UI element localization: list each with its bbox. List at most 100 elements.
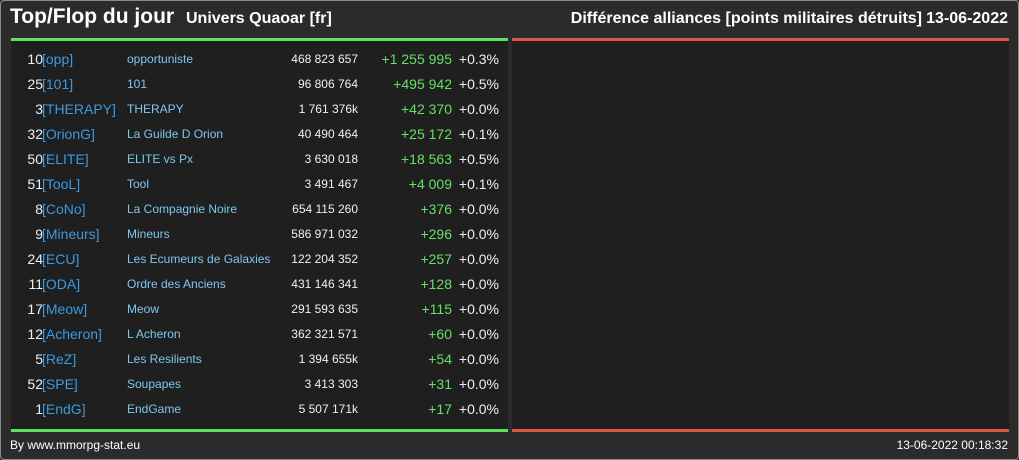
table-row: 32 [OrionG] La Guilde D Orion 40 490 464 +25… bbox=[11, 122, 508, 147]
percent-change: +0.0% bbox=[458, 201, 499, 217]
alliance-tag: [OrionG] bbox=[42, 126, 95, 142]
table-row: 51 [TooL] Tool 3 491 467 +4 009 +0.1% bbox=[11, 172, 508, 197]
percent-change: +0.0% bbox=[458, 251, 499, 267]
alliance-points: 3 491 467 bbox=[304, 177, 358, 191]
top-accent-bar bbox=[11, 38, 508, 41]
alliance-tag: [ELITE] bbox=[42, 151, 89, 167]
alliance-name: Soupapes bbox=[127, 377, 182, 391]
table-row: 24 [ECU] Les Ecumeurs de Galaxies 122 204 3… bbox=[11, 247, 508, 272]
point-difference: +128 bbox=[420, 276, 452, 292]
alliance-points: 1 394 655k bbox=[298, 352, 358, 366]
alliance-tag: [ReZ] bbox=[42, 351, 77, 367]
alliance-points: 3 413 303 bbox=[304, 377, 358, 391]
point-difference: +18 563 bbox=[401, 151, 452, 167]
alliance-points: 654 115 260 bbox=[292, 202, 358, 216]
header-date: 13-06-2022 bbox=[926, 10, 1008, 27]
point-difference: +42 370 bbox=[401, 101, 452, 117]
flop-accent-bar bbox=[512, 38, 1009, 41]
point-difference: +376 bbox=[420, 201, 452, 217]
alliance-points: 5 507 171k bbox=[298, 402, 358, 416]
table-row: 1 [EndG] EndGame 5 507 171k +17 +0.0% bbox=[11, 397, 508, 422]
percent-change: +0.0% bbox=[458, 301, 499, 317]
alliance-tag: [SPE] bbox=[42, 376, 78, 392]
alliance-name: opportuniste bbox=[127, 52, 194, 66]
alliance-rank: 10 bbox=[27, 51, 43, 67]
alliance-points: 3 630 018 bbox=[304, 152, 358, 166]
percent-change: +0.0% bbox=[458, 401, 499, 417]
point-difference: +25 172 bbox=[401, 126, 452, 142]
alliance-rank: 17 bbox=[27, 301, 43, 317]
alliance-rank: 32 bbox=[27, 126, 43, 142]
alliance-tag: [101] bbox=[42, 76, 74, 92]
percent-change: +0.0% bbox=[458, 376, 499, 392]
table-row: 11 [ODA] Ordre des Anciens 431 146 341 +128 +… bbox=[11, 272, 508, 297]
table-row: 8 [CoNo] La Compagnie Noire 654 115 260 +376… bbox=[11, 197, 508, 222]
alliance-name: EndGame bbox=[127, 402, 182, 416]
percent-change: +0.0% bbox=[458, 351, 499, 367]
alliance-name: Ordre des Anciens bbox=[127, 277, 226, 291]
point-difference: +296 bbox=[420, 226, 452, 242]
table-row: 9 [Mineurs] Mineurs 586 971 032 +296 +0.0% bbox=[11, 222, 508, 247]
percent-change: +0.1% bbox=[458, 126, 499, 142]
percent-change: +0.3% bbox=[458, 51, 499, 67]
alliance-rank: 11 bbox=[28, 276, 43, 292]
point-difference: +495 942 bbox=[393, 76, 452, 92]
alliance-tag: [Mineurs] bbox=[42, 226, 100, 242]
alliance-rank: 8 bbox=[35, 201, 43, 217]
alliance-name: La Guilde D Orion bbox=[127, 127, 224, 141]
footer-timestamp: 13-06-2022 00:18:32 bbox=[896, 438, 1008, 452]
table-row: 50 [ELITE] ELITE vs Px 3 630 018 +18 563 +0.5… bbox=[11, 147, 508, 172]
alliance-rank: 3 bbox=[35, 101, 43, 117]
flop-panel bbox=[512, 41, 1009, 429]
alliance-rank: 50 bbox=[27, 151, 43, 167]
point-difference: +60 bbox=[428, 326, 452, 342]
universe-label: Univers Quaoar [fr] bbox=[186, 10, 332, 27]
alliance-points: 1 761 376k bbox=[298, 102, 358, 116]
alliance-name: 101 bbox=[127, 77, 148, 91]
table-row: 25 [101] 101 96 806 764 +495 942 +0.5% bbox=[11, 72, 508, 97]
percent-change: +0.0% bbox=[458, 101, 499, 117]
point-difference: +17 bbox=[428, 401, 452, 417]
point-difference: +257 bbox=[420, 251, 452, 267]
alliance-tag: [Acheron] bbox=[42, 326, 102, 342]
footer-credit: By www.mmorpg-stat.eu bbox=[10, 438, 141, 452]
percent-change: +0.0% bbox=[458, 226, 499, 242]
alliance-rank: 51 bbox=[27, 176, 43, 192]
table-row: 52 [SPE] Soupapes 3 413 303 +31 +0.0% bbox=[11, 372, 508, 397]
percent-change: +0.5% bbox=[458, 151, 499, 167]
alliance-rank: 52 bbox=[27, 376, 43, 392]
alliance-name: THERAPY bbox=[127, 102, 184, 116]
alliance-tag: [ODA] bbox=[42, 276, 81, 292]
table-row: 10 [opp] opportuniste 468 823 657 +1 255 995… bbox=[11, 47, 508, 72]
ranking-label: Différence alliances [points militaires … bbox=[570, 10, 922, 27]
alliance-tag: [ECU] bbox=[42, 251, 80, 267]
point-difference: +31 bbox=[428, 376, 452, 392]
alliance-name: Les Resilients bbox=[127, 352, 202, 366]
table-row: 12 [Acheron] L Acheron 362 321 571 +60 +0.0% bbox=[11, 322, 508, 347]
point-difference: +4 009 bbox=[408, 176, 452, 192]
alliance-tag: [TooL] bbox=[42, 176, 81, 192]
alliance-tag: [THERAPY] bbox=[42, 101, 116, 117]
page-title: Top/Flop du jour bbox=[10, 5, 175, 28]
percent-change: +0.5% bbox=[458, 76, 499, 92]
point-difference: +54 bbox=[428, 351, 452, 367]
percent-change: +0.0% bbox=[458, 326, 499, 342]
alliance-name: Mineurs bbox=[127, 227, 170, 241]
alliance-rank: 5 bbox=[35, 351, 43, 367]
alliance-rank: 24 bbox=[27, 251, 43, 267]
alliance-tag: [opp] bbox=[42, 51, 74, 67]
alliance-rank: 1 bbox=[35, 401, 43, 417]
table-row: 3 [THERAPY] THERAPY 1 761 376k +42 370 +0.0% bbox=[11, 97, 508, 122]
alliance-name: La Compagnie Noire bbox=[127, 202, 238, 216]
top-panel: 10 [opp] opportuniste 468 823 657 +1 255 995… bbox=[11, 41, 508, 429]
alliance-rank: 12 bbox=[27, 326, 43, 342]
point-difference: +1 255 995 bbox=[381, 51, 452, 67]
alliance-points: 468 823 657 bbox=[291, 52, 358, 66]
alliance-points: 362 321 571 bbox=[291, 327, 358, 341]
flop-accent-bar-bottom bbox=[512, 429, 1009, 432]
percent-change: +0.1% bbox=[458, 176, 499, 192]
alliance-points: 40 490 464 bbox=[297, 127, 358, 141]
top-accent-bar-bottom bbox=[11, 429, 508, 432]
alliance-points: 291 593 635 bbox=[291, 302, 358, 316]
table-row: 17 [Meow] Meow 291 593 635 +115 +0.0% bbox=[11, 297, 508, 322]
